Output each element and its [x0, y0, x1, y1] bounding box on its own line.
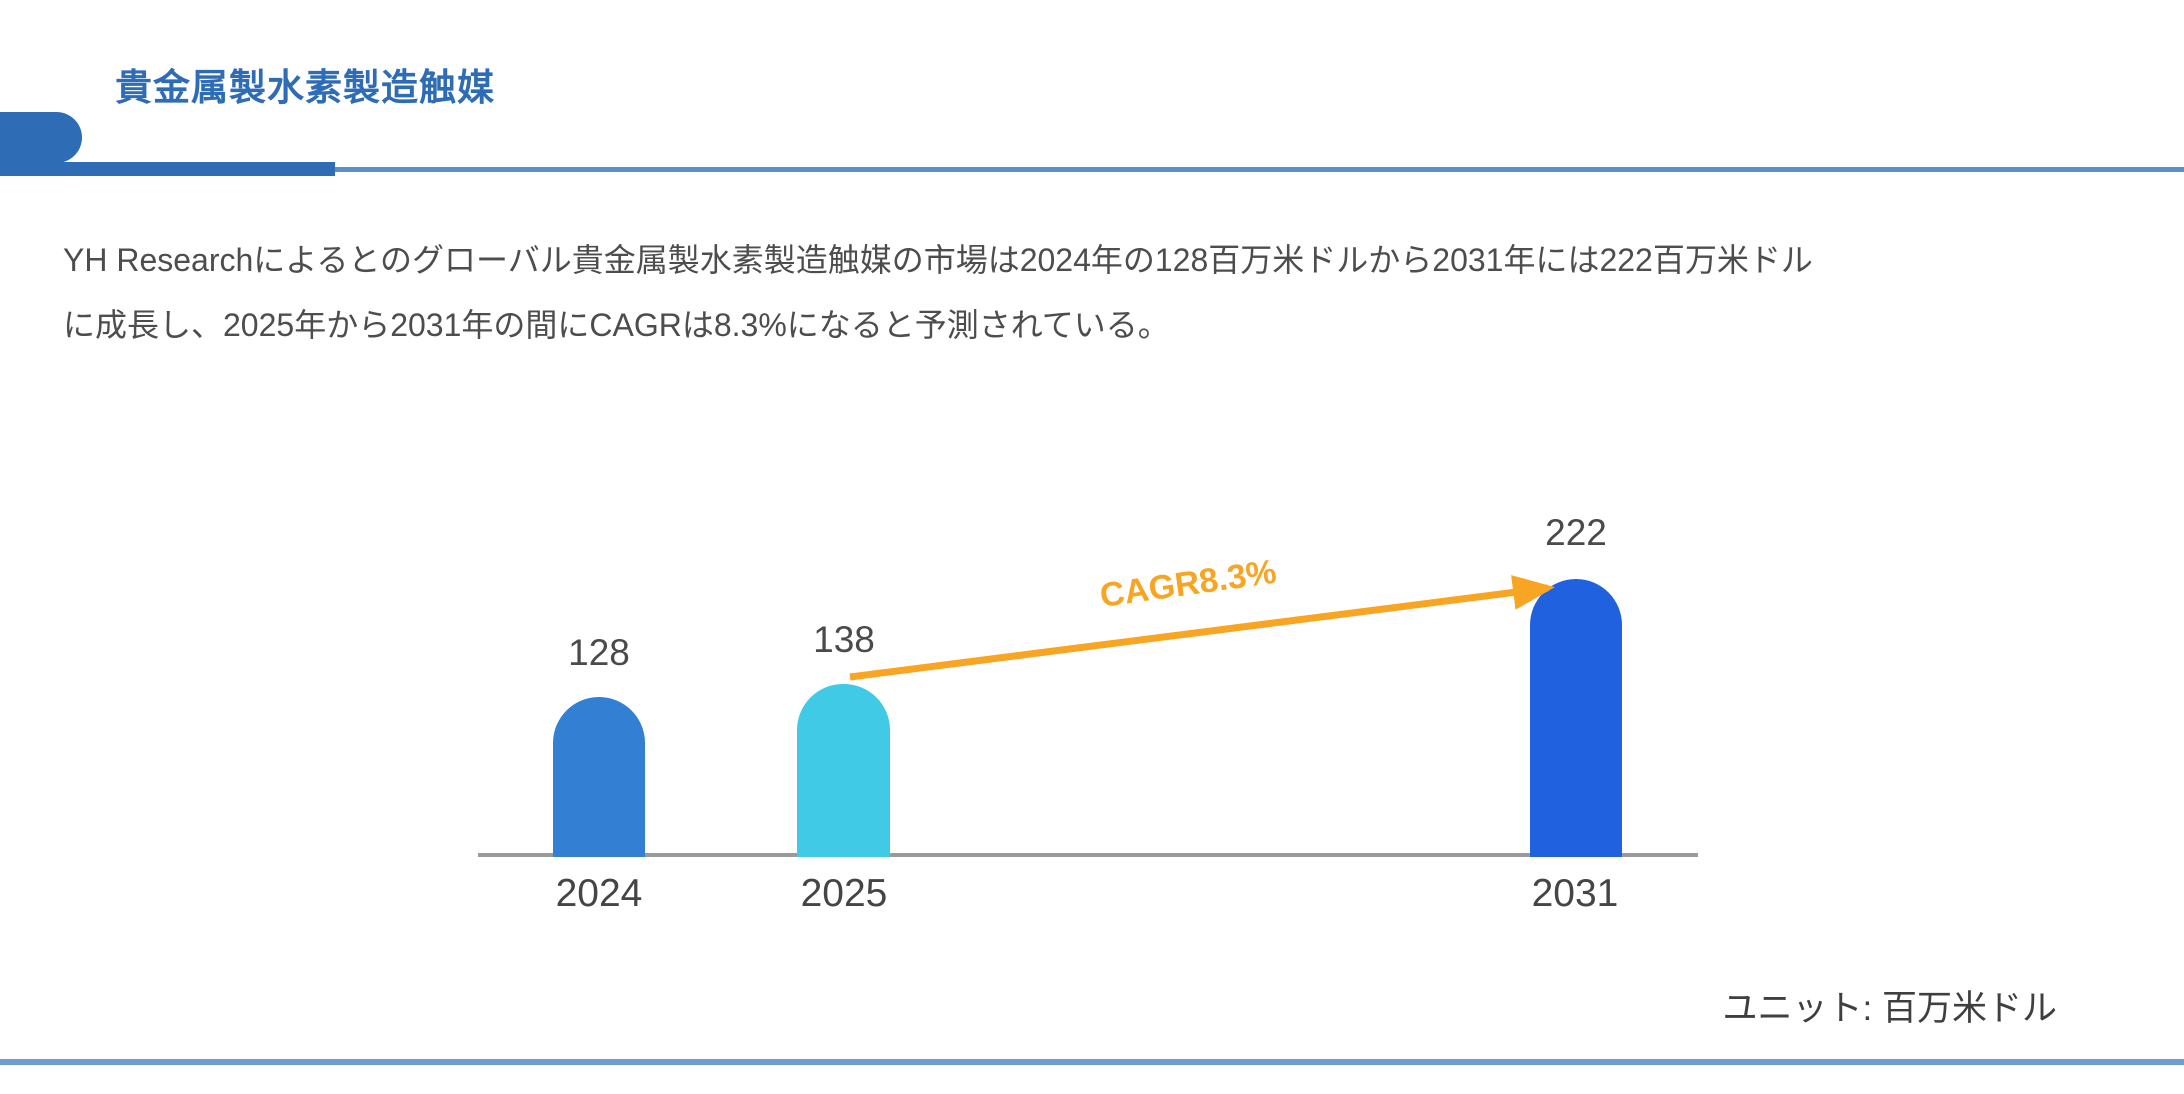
bar-2024 — [553, 697, 645, 857]
summary-line-1: YH Researchによるとのグローバル貴金属製水素製造触媒の市場は2024年… — [63, 242, 1813, 278]
cagr-annotation-label: CAGR8.3% — [1097, 552, 1279, 616]
header-divider-line — [335, 167, 2184, 172]
x-tick-2031: 2031 — [1531, 872, 1619, 915]
bottom-divider-line — [0, 1059, 2184, 1065]
value-label-2024: 128 — [568, 632, 630, 673]
header-accent-underline — [0, 162, 335, 176]
header-accent-pill — [0, 112, 82, 163]
x-axis-line — [478, 853, 1698, 857]
page-title: 貴金属製水素製造触媒 — [115, 67, 495, 108]
value-label-2025: 138 — [813, 619, 875, 660]
x-tick-2025: 2025 — [800, 872, 888, 915]
bar-2025 — [797, 684, 890, 857]
bar-2031 — [1530, 579, 1622, 857]
unit-label: ユニット: 百万米ドル — [1722, 989, 2057, 1028]
summary-line-2: に成長し、2025年から2031年の間にCAGRは8.3%になると予測されている… — [63, 307, 1170, 343]
x-tick-2024: 2024 — [555, 872, 643, 915]
market-summary-paragraph: YH Researchによるとのグローバル貴金属製水素製造触媒の市場は2024年… — [63, 228, 2103, 358]
value-label-2031: 222 — [1545, 512, 1607, 553]
